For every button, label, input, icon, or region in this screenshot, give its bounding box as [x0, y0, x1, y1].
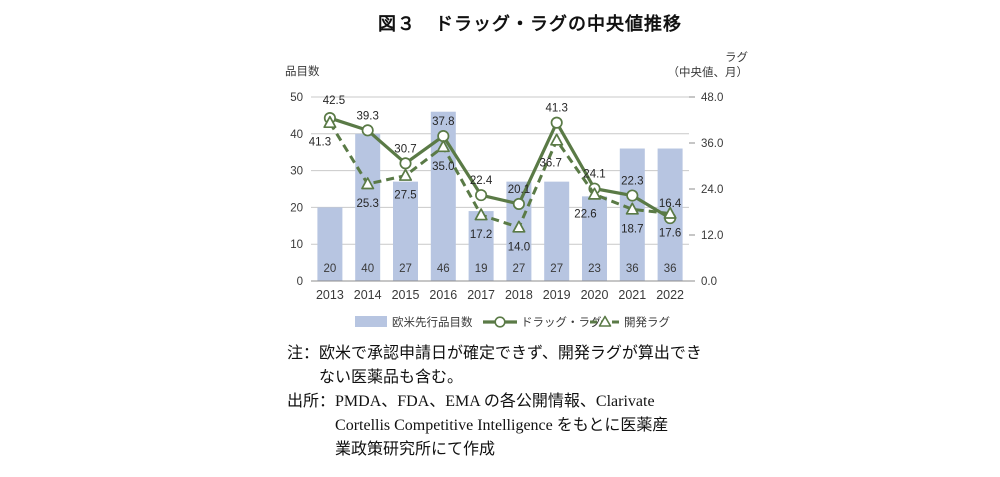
bar-value-label: 27: [550, 263, 563, 275]
drug-lag-point: [550, 116, 563, 129]
year-label: 2018: [505, 288, 533, 302]
legend-triangle-marker: [598, 315, 612, 327]
dev-lag-value-label: 25.3: [357, 198, 379, 210]
dev-lag-value-label: 22.6: [574, 208, 596, 220]
drug-lag-value-label: 39.3: [357, 110, 379, 122]
drug-lag-value-label: 20.1: [508, 184, 530, 196]
year-label: 2013: [316, 288, 344, 302]
drug-lag-value-label: 24.1: [583, 169, 605, 181]
note-line: 注： 欧米で承認申請日が確定できず、開発ラグが算出でき ない医薬品も含む。: [287, 342, 757, 390]
year-label: 2022: [656, 288, 684, 302]
bar: [544, 181, 570, 281]
dev-lag-point: [398, 168, 413, 181]
bar-value-label: 27: [513, 263, 526, 275]
right-axis-tick-label: 24.0: [701, 184, 723, 196]
source-line: 出所： PMDA、FDA、EMA の各公開情報、Clarivate Cortel…: [287, 390, 757, 462]
source-prefix: 出所：: [287, 393, 336, 410]
drug-lag-point: [475, 189, 488, 202]
right-axis-tick-label: 36.0: [701, 138, 723, 150]
dev-lag-point: [436, 139, 450, 153]
dev-lag-value-label: 18.7: [621, 223, 643, 235]
legend-bar-swatch: [355, 316, 387, 327]
year-label: 2014: [354, 288, 382, 302]
bar: [393, 181, 418, 281]
drug-lag-line: [329, 116, 671, 220]
year-label: 2021: [618, 288, 646, 302]
drug-lag-value-label: 41.3: [546, 103, 568, 115]
bar-value-label: 20: [324, 263, 337, 275]
left-axis-tick-label: 0: [297, 276, 303, 288]
bar-value-label: 36: [664, 263, 677, 275]
bar: [619, 148, 645, 281]
dev-lag-value-label: 35.0: [432, 161, 454, 173]
source-text: PMDA、FDA、EMA の各公開情報、Clarivate Cortellis …: [335, 393, 669, 458]
right-axis-title: （中央値、月）: [668, 66, 749, 79]
bar-value-label: 27: [399, 263, 412, 275]
bar-value-label: 46: [437, 263, 450, 275]
dev-lag-value-label: 41.3: [309, 137, 331, 149]
left-axis-tick-label: 50: [290, 92, 303, 104]
left-axis-title: 品目数: [285, 64, 320, 78]
dev-lag-value-label: 36.7: [540, 157, 562, 169]
dev-lag-value-label: 14.0: [508, 241, 530, 253]
right-axis-tick-label: 0.0: [701, 276, 717, 288]
legend-label-drug-lag: ドラッグ・ラグ: [521, 315, 602, 329]
drug-lag-point: [437, 130, 450, 143]
drug-lag-value-label: 37.8: [432, 116, 454, 128]
drug-lag-value-label: 22.3: [621, 176, 643, 188]
bar-value-label: 19: [475, 263, 488, 275]
dev-lag-point: [361, 177, 375, 190]
left-axis-tick-label: 20: [290, 202, 303, 214]
drug-lag-point: [512, 197, 525, 210]
drug-lag-point: [626, 189, 639, 202]
year-label: 2016: [429, 288, 457, 302]
year-label: 2020: [581, 288, 609, 302]
drug-lag-value-label: 42.5: [323, 95, 345, 107]
dev-lag-line: [328, 121, 671, 229]
bar: [582, 196, 607, 281]
legend-circle-marker: [494, 316, 506, 328]
bar-value-label: 40: [361, 263, 374, 275]
bar: [355, 133, 381, 281]
bar-value-label: 23: [588, 263, 601, 275]
chart-title: 図３ ドラッグ・ラグの中央値推移: [378, 14, 682, 34]
drug-lag-point: [361, 124, 374, 137]
dev-lag-point: [474, 208, 488, 221]
dev-lag-value-label: 17.2: [470, 229, 492, 241]
dev-lag-value-label: 27.5: [394, 190, 416, 202]
dev-lag-point: [625, 202, 639, 215]
note-text: 欧米で承認申請日が確定できず、開発ラグが算出でき ない医薬品も含む。: [319, 345, 702, 386]
bar: [468, 211, 494, 281]
bar-value-label: 36: [626, 263, 639, 275]
dev-lag-point: [323, 115, 337, 129]
year-label: 2019: [543, 288, 571, 302]
year-label: 2017: [467, 288, 495, 302]
right-axis-tick-label: 48.0: [701, 92, 723, 104]
left-axis-tick-label: 40: [290, 129, 303, 141]
drug-lag-value-label: 30.7: [394, 143, 416, 155]
dev-lag-point: [663, 206, 677, 219]
dev-lag-value-label: 17.6: [659, 228, 681, 240]
drug-lag-point: [399, 157, 412, 170]
drug-lag-value-label: 22.4: [470, 175, 493, 187]
note-prefix: 注：: [287, 345, 320, 362]
drug-lag-value-label: 16.4: [659, 198, 682, 210]
right-axis-title: ラグ: [725, 50, 748, 64]
combo-chart-svg: 20 40 27 46 19 27 27 23 36 36 42.5 39.3 30.7 37.8 22.4…: [285, 50, 749, 329]
year-label: 2015: [392, 288, 420, 302]
bar: [317, 207, 343, 281]
dev-lag-point: [587, 187, 602, 200]
figure-notes: 注： 欧米で承認申請日が確定できず、開発ラグが算出でき ない医薬品も含む。 出所…: [287, 342, 757, 462]
legend-label-bar: 欧米先行品目数: [392, 315, 473, 329]
dev-lag-point: [550, 133, 564, 146]
left-axis-tick-label: 10: [290, 239, 303, 251]
dev-lag-point: [512, 220, 526, 233]
left-axis-tick-label: 30: [290, 166, 303, 178]
right-axis-tick-label: 12.0: [701, 230, 723, 242]
legend-label-dev-lag: 開発ラグ: [624, 315, 670, 329]
